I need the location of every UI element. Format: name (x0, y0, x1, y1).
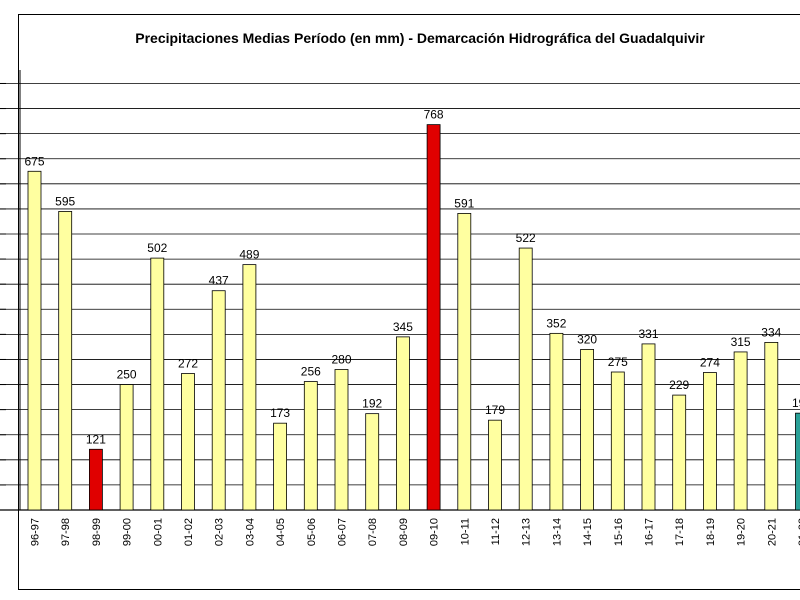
data-label-19-20: 315 (731, 335, 751, 349)
bar-17-18 (672, 394, 687, 511)
data-label-96-97: 675 (24, 154, 44, 168)
data-label-08-09: 345 (393, 320, 413, 334)
bar-00-01 (150, 257, 165, 511)
x-tick-label-12-13: 12-13 (521, 518, 533, 546)
bar-09-10 (426, 124, 441, 511)
x-tick-label-09-10: 09-10 (429, 518, 441, 546)
bar-05-06 (303, 381, 318, 511)
bar-04-05 (273, 422, 288, 511)
x-tick-label-97-98: 97-98 (60, 518, 72, 546)
x-tick-label-03-04: 03-04 (244, 518, 256, 546)
bar-97-98 (58, 211, 73, 511)
data-label-11-12: 179 (485, 403, 505, 417)
data-label-09-10: 768 (424, 108, 444, 122)
data-label-17-18: 229 (669, 378, 689, 392)
bar-08-09 (395, 336, 410, 511)
data-label-20-21: 334 (761, 325, 781, 339)
x-tick-label-14-15: 14-15 (582, 518, 594, 546)
data-label-99-00: 250 (117, 368, 137, 382)
data-label-07-08: 192 (362, 397, 382, 411)
data-labels: 675 595 121 250 502 272 437 489 173 256 280 192 345 7… (24, 108, 800, 447)
data-label-15-16: 275 (608, 355, 628, 369)
x-tick-label-15-16: 15-16 (613, 518, 625, 546)
x-tick-label-19-20: 19-20 (736, 518, 748, 546)
bar-96-97 (27, 170, 42, 511)
data-label-13-14: 352 (546, 316, 566, 330)
bar-99-00 (119, 384, 134, 511)
bar-98-99 (89, 448, 103, 511)
x-tick-label-18-19: 18-19 (705, 518, 717, 546)
chart-title: Precipitaciones Medias Período (en mm) -… (135, 30, 705, 46)
bar-02-03 (211, 290, 226, 511)
data-label-12-13: 522 (516, 231, 536, 245)
bar-06-07 (334, 369, 349, 511)
bars (27, 124, 800, 511)
x-tick-label-08-09: 08-09 (398, 518, 410, 546)
x-tick-label-05-06: 05-06 (306, 518, 318, 546)
x-tick-label-98-99: 98-99 (91, 518, 103, 546)
x-tick-label-17-18: 17-18 (674, 518, 686, 546)
x-tick-label-06-07: 06-07 (337, 518, 349, 546)
bar-20-21 (764, 341, 779, 511)
bar-01-02 (181, 373, 195, 511)
x-tick-label-96-97: 96-97 (30, 518, 42, 546)
bar-12-13 (518, 247, 533, 511)
data-label-01-02: 272 (178, 357, 198, 371)
bar-19-20 (733, 351, 748, 511)
data-label-21-22: 193 (792, 396, 800, 410)
data-label-00-01: 502 (147, 241, 167, 255)
bar-10-11 (457, 213, 472, 511)
x-tick-label-11-12: 11-12 (490, 518, 502, 545)
bar-15-16 (610, 371, 625, 511)
data-label-98-99: 121 (86, 432, 106, 446)
data-label-02-03: 437 (209, 274, 229, 288)
x-tick-label-99-00: 99-00 (122, 518, 134, 546)
bar-13-14 (549, 332, 564, 511)
bar-07-08 (365, 413, 380, 511)
x-tick-label-21-22: 21-22 (797, 518, 800, 546)
bar-14-15 (580, 349, 594, 511)
x-tick-label-10-11: 10-11 (459, 518, 471, 545)
bar-03-04 (242, 264, 257, 511)
data-label-10-11: 591 (454, 196, 474, 210)
data-label-06-07: 280 (331, 352, 351, 366)
x-tick-label-01-02: 01-02 (183, 518, 195, 546)
x-tick-label-13-14: 13-14 (551, 518, 563, 546)
data-label-03-04: 489 (239, 248, 259, 262)
x-tick-label-16-17: 16-17 (644, 518, 656, 546)
data-label-05-06: 256 (301, 365, 321, 379)
x-tick-label-00-01: 00-01 (152, 518, 164, 546)
data-label-14-15: 320 (577, 332, 597, 346)
x-tick-label-07-08: 07-08 (367, 518, 379, 546)
data-label-18-19: 274 (700, 356, 720, 370)
data-label-97-98: 595 (55, 194, 75, 208)
data-label-16-17: 331 (638, 327, 658, 341)
data-label-04-05: 173 (270, 406, 290, 420)
x-tick-label-02-03: 02-03 (214, 518, 226, 546)
bar-18-19 (703, 372, 717, 511)
x-tick-label-20-21: 20-21 (766, 518, 778, 546)
x-tick-labels: 96-97 97-98 98-99 99-00 00-01 01-02 02-03 03-04… (30, 518, 800, 546)
bar-16-17 (641, 343, 656, 511)
x-tick-label-04-05: 04-05 (275, 518, 287, 546)
bar-21-22 (795, 412, 800, 511)
bar-11-12 (488, 419, 502, 511)
